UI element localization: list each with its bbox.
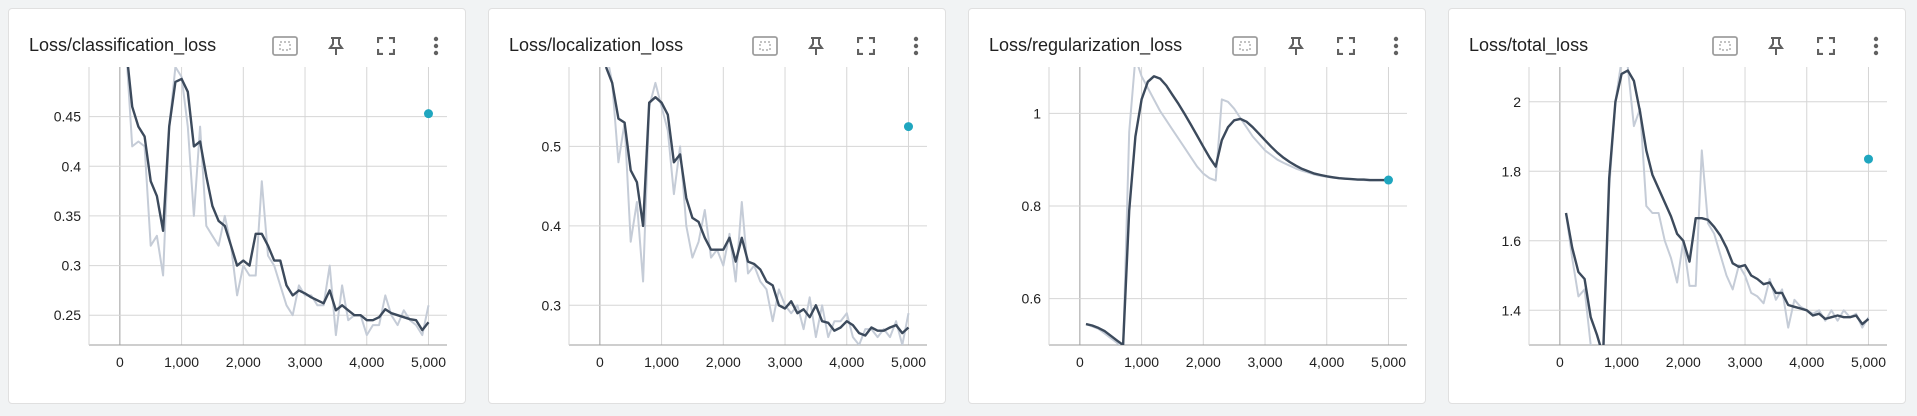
raw-series-line	[1085, 67, 1389, 345]
x-tick-label: 1,000	[1604, 354, 1639, 370]
more-vert-icon	[1873, 36, 1879, 56]
more-vert-icon	[1393, 36, 1399, 56]
fullscreen-icon	[377, 37, 395, 55]
x-tick-label: 5,000	[891, 354, 926, 370]
fit-domain-button[interactable]	[1230, 31, 1260, 61]
x-tick-label: 4,000	[1309, 354, 1344, 370]
pin-button[interactable]	[1281, 31, 1311, 61]
pin-icon	[1288, 36, 1304, 56]
fullscreen-icon	[1337, 37, 1355, 55]
more-options-button[interactable]	[421, 31, 451, 61]
line-chart-plot[interactable]: 0 1,000 2,000 3,000 4,000 5,000 0.3 0.4 0.5	[489, 9, 947, 405]
y-tick-label: 0.4	[542, 218, 562, 234]
pin-icon	[328, 36, 344, 56]
x-tick-label: 5,000	[411, 354, 446, 370]
fullscreen-button[interactable]	[1811, 31, 1841, 61]
x-tick-label: 2,000	[226, 354, 261, 370]
more-vert-icon	[913, 36, 919, 56]
chart-card-regularization-loss: Loss/regularization_loss 0 1,000 2,000 3,00…	[968, 8, 1426, 404]
line-chart-plot[interactable]: 0 1,000 2,000 3,000 4,000 5,000 0.25 0.3 0.35 0.4…	[9, 9, 467, 405]
y-tick-label: 0.6	[1022, 291, 1042, 307]
more-options-button[interactable]	[901, 31, 931, 61]
fullscreen-button[interactable]	[1331, 31, 1361, 61]
x-tick-label: 2,000	[1666, 354, 1701, 370]
fit-domain-icon	[272, 36, 298, 56]
x-tick-label: 1,000	[1124, 354, 1159, 370]
pin-icon	[1768, 36, 1784, 56]
pin-button[interactable]	[801, 31, 831, 61]
smoothed-series-line	[1564, 69, 1870, 345]
more-options-button[interactable]	[1861, 31, 1891, 61]
fit-domain-button[interactable]	[750, 31, 780, 61]
smoothed-series-line	[604, 67, 910, 337]
line-chart-plot[interactable]: 0 1,000 2,000 3,000 4,000 5,000 1.4 1.6 1.8 2	[1449, 9, 1907, 405]
fit-domain-button[interactable]	[1710, 31, 1740, 61]
y-tick-label: 0.35	[54, 208, 81, 224]
x-tick-label: 4,000	[829, 354, 864, 370]
pin-button[interactable]	[321, 31, 351, 61]
chart-card-total-loss: Loss/total_loss 0 1,000 2,000 3,000 4,000 5,0…	[1448, 8, 1906, 404]
fit-domain-icon	[1712, 36, 1738, 56]
x-tick-label: 5,000	[1371, 354, 1406, 370]
y-tick-label: 1.4	[1502, 302, 1522, 318]
y-tick-label: 0.3	[62, 258, 82, 274]
chart-card-localization-loss: Loss/localization_loss 0 1,000 2,000 3,000 4…	[488, 8, 946, 404]
chart-title: Loss/total_loss	[1469, 35, 1589, 55]
x-tick-label: 0	[596, 354, 604, 370]
y-tick-label: 0.8	[1022, 198, 1042, 214]
fullscreen-icon	[857, 37, 875, 55]
x-tick-label: 1,000	[164, 354, 199, 370]
x-tick-label: 3,000	[288, 354, 323, 370]
line-chart-plot[interactable]: 0 1,000 2,000 3,000 4,000 5,000 0.6 0.8 1	[969, 9, 1427, 405]
raw-series-line	[608, 67, 910, 345]
hover-point-marker	[1863, 154, 1873, 164]
y-tick-label: 0.25	[54, 307, 81, 323]
y-tick-label: 1.6	[1502, 233, 1522, 249]
x-tick-label: 0	[116, 354, 124, 370]
y-tick-label: 2	[1513, 94, 1521, 110]
y-tick-label: 0.4	[62, 158, 82, 174]
fullscreen-icon	[1817, 37, 1835, 55]
x-tick-label: 2,000	[1186, 354, 1221, 370]
y-tick-label: 1	[1033, 105, 1041, 121]
y-tick-label: 0.3	[542, 297, 562, 313]
chart-card-classification-loss: Loss/classification_loss 0 1,000 2,000 3,00…	[8, 8, 466, 404]
pin-button[interactable]	[1761, 31, 1791, 61]
fullscreen-button[interactable]	[851, 31, 881, 61]
hover-point-marker	[1383, 175, 1393, 185]
hover-point-marker	[423, 109, 433, 119]
x-tick-label: 5,000	[1851, 354, 1886, 370]
x-tick-label: 3,000	[1248, 354, 1283, 370]
hover-point-marker	[903, 122, 913, 132]
chart-title: Loss/localization_loss	[509, 35, 684, 55]
smoothed-series-line	[1085, 75, 1389, 345]
x-tick-label: 4,000	[349, 354, 384, 370]
fullscreen-button[interactable]	[371, 31, 401, 61]
y-tick-label: 0.45	[54, 109, 81, 125]
y-tick-label: 0.5	[542, 138, 562, 154]
x-tick-label: 0	[1556, 354, 1564, 370]
pin-icon	[808, 36, 824, 56]
chart-title: Loss/classification_loss	[29, 35, 217, 55]
x-tick-label: 0	[1076, 354, 1084, 370]
chart-title: Loss/regularization_loss	[989, 35, 1183, 55]
fit-domain-icon	[1232, 36, 1258, 56]
x-tick-label: 2,000	[706, 354, 741, 370]
smoothed-series-line	[126, 67, 430, 332]
y-tick-label: 1.8	[1502, 163, 1522, 179]
x-tick-label: 4,000	[1789, 354, 1824, 370]
fit-domain-icon	[752, 36, 778, 56]
fit-domain-button[interactable]	[270, 31, 300, 61]
raw-series-line	[126, 67, 430, 337]
x-tick-label: 1,000	[644, 354, 679, 370]
more-vert-icon	[433, 36, 439, 56]
x-tick-label: 3,000	[1728, 354, 1763, 370]
x-tick-label: 3,000	[768, 354, 803, 370]
more-options-button[interactable]	[1381, 31, 1411, 61]
